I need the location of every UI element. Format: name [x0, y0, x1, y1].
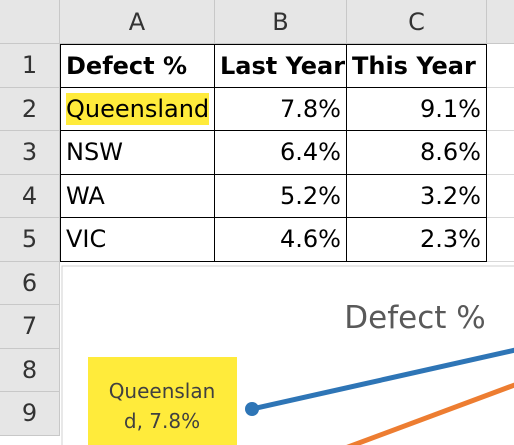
- table-cell: 9.1%: [347, 87, 487, 131]
- row-header: 9: [0, 392, 60, 436]
- cell-text: 4.6%: [280, 225, 341, 254]
- row-header: 2: [0, 87, 60, 131]
- column-header-blank: [487, 0, 514, 44]
- table-cell: 8.6%: [347, 131, 487, 175]
- corner: [0, 0, 60, 44]
- series-line: [251, 347, 514, 412]
- table-cell: Queensland: [60, 87, 215, 131]
- data-label: d, 7.8%: [124, 409, 200, 433]
- table-cell: WA: [60, 174, 215, 218]
- table-cell: 5.2%: [215, 174, 347, 218]
- cell-text: VIC: [66, 225, 107, 254]
- cell-text: 6.4%: [280, 138, 341, 167]
- cell-text: 2.3%: [420, 225, 481, 254]
- table-header-cell: Defect %: [60, 44, 215, 88]
- cell: [487, 218, 514, 262]
- series-line: [346, 382, 514, 445]
- label-box: [88, 357, 237, 445]
- cell-text: WA: [66, 181, 105, 210]
- cell: [487, 44, 514, 88]
- cell: [487, 88, 514, 131]
- column-header: A: [60, 0, 215, 44]
- chart-title: Defect %: [344, 300, 485, 336]
- series-point: [245, 402, 259, 416]
- cell-text: 9.1%: [420, 94, 481, 123]
- row-header: 1: [0, 44, 60, 88]
- cell-text: 5.2%: [280, 181, 341, 210]
- row-header: 6: [0, 261, 60, 305]
- row-header: 8: [0, 348, 60, 392]
- cell-text: 3.2%: [420, 181, 481, 210]
- data-label: Queenslan: [109, 379, 216, 403]
- table-cell: 3.2%: [347, 174, 487, 218]
- table-header-cell: This Year: [347, 44, 487, 88]
- cell-text: 7.8%: [280, 94, 341, 123]
- table-cell: 7.8%: [215, 87, 347, 131]
- cell-text: Queensland: [66, 92, 210, 125]
- cell: [487, 131, 514, 175]
- table-header-cell: Last Year: [215, 44, 347, 88]
- table-cell: VIC: [60, 218, 215, 262]
- table-cell: 4.6%: [215, 218, 347, 262]
- row-header: 5: [0, 218, 60, 262]
- table-cell: 2.3%: [347, 218, 487, 262]
- row-header: 4: [0, 174, 60, 218]
- row-header: 3: [0, 131, 60, 175]
- cell-text: NSW: [66, 138, 123, 167]
- cell-text: 8.6%: [420, 138, 481, 167]
- table-cell: NSW: [60, 131, 215, 175]
- cell: [487, 175, 514, 218]
- column-header: B: [215, 0, 347, 44]
- row-header: 7: [0, 305, 60, 349]
- table-cell: 6.4%: [215, 131, 347, 175]
- column-header: C: [347, 0, 487, 44]
